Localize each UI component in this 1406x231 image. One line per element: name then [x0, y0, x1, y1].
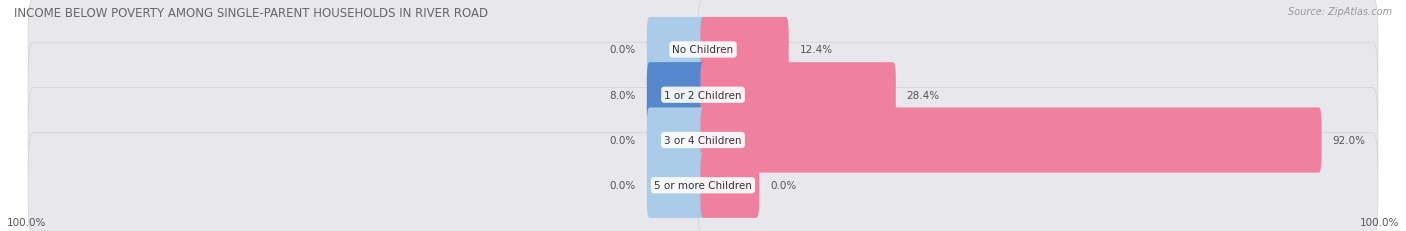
- FancyBboxPatch shape: [697, 43, 1378, 148]
- Text: 100.0%: 100.0%: [7, 217, 46, 227]
- FancyBboxPatch shape: [700, 63, 896, 128]
- Text: 3 or 4 Children: 3 or 4 Children: [664, 135, 742, 145]
- Text: 0.0%: 0.0%: [610, 45, 636, 55]
- Text: 92.0%: 92.0%: [1333, 135, 1365, 145]
- Text: 0.0%: 0.0%: [610, 180, 636, 190]
- FancyBboxPatch shape: [697, 133, 1378, 231]
- Text: 0.0%: 0.0%: [610, 135, 636, 145]
- Text: 100.0%: 100.0%: [1360, 217, 1399, 227]
- FancyBboxPatch shape: [647, 108, 706, 173]
- FancyBboxPatch shape: [700, 153, 759, 218]
- FancyBboxPatch shape: [700, 108, 1322, 173]
- FancyBboxPatch shape: [28, 0, 709, 103]
- FancyBboxPatch shape: [697, 88, 1378, 193]
- FancyBboxPatch shape: [647, 153, 706, 218]
- FancyBboxPatch shape: [697, 0, 1378, 103]
- Text: No Children: No Children: [672, 45, 734, 55]
- Text: Source: ZipAtlas.com: Source: ZipAtlas.com: [1288, 7, 1392, 17]
- Text: 5 or more Children: 5 or more Children: [654, 180, 752, 190]
- FancyBboxPatch shape: [28, 133, 709, 231]
- FancyBboxPatch shape: [28, 43, 709, 148]
- Text: 8.0%: 8.0%: [610, 90, 636, 100]
- Text: 1 or 2 Children: 1 or 2 Children: [664, 90, 742, 100]
- Text: 28.4%: 28.4%: [907, 90, 939, 100]
- FancyBboxPatch shape: [28, 88, 709, 193]
- FancyBboxPatch shape: [647, 18, 706, 83]
- Text: INCOME BELOW POVERTY AMONG SINGLE-PARENT HOUSEHOLDS IN RIVER ROAD: INCOME BELOW POVERTY AMONG SINGLE-PARENT…: [14, 7, 488, 20]
- FancyBboxPatch shape: [700, 18, 789, 83]
- FancyBboxPatch shape: [647, 63, 706, 128]
- Text: 12.4%: 12.4%: [800, 45, 832, 55]
- Text: 0.0%: 0.0%: [770, 180, 796, 190]
